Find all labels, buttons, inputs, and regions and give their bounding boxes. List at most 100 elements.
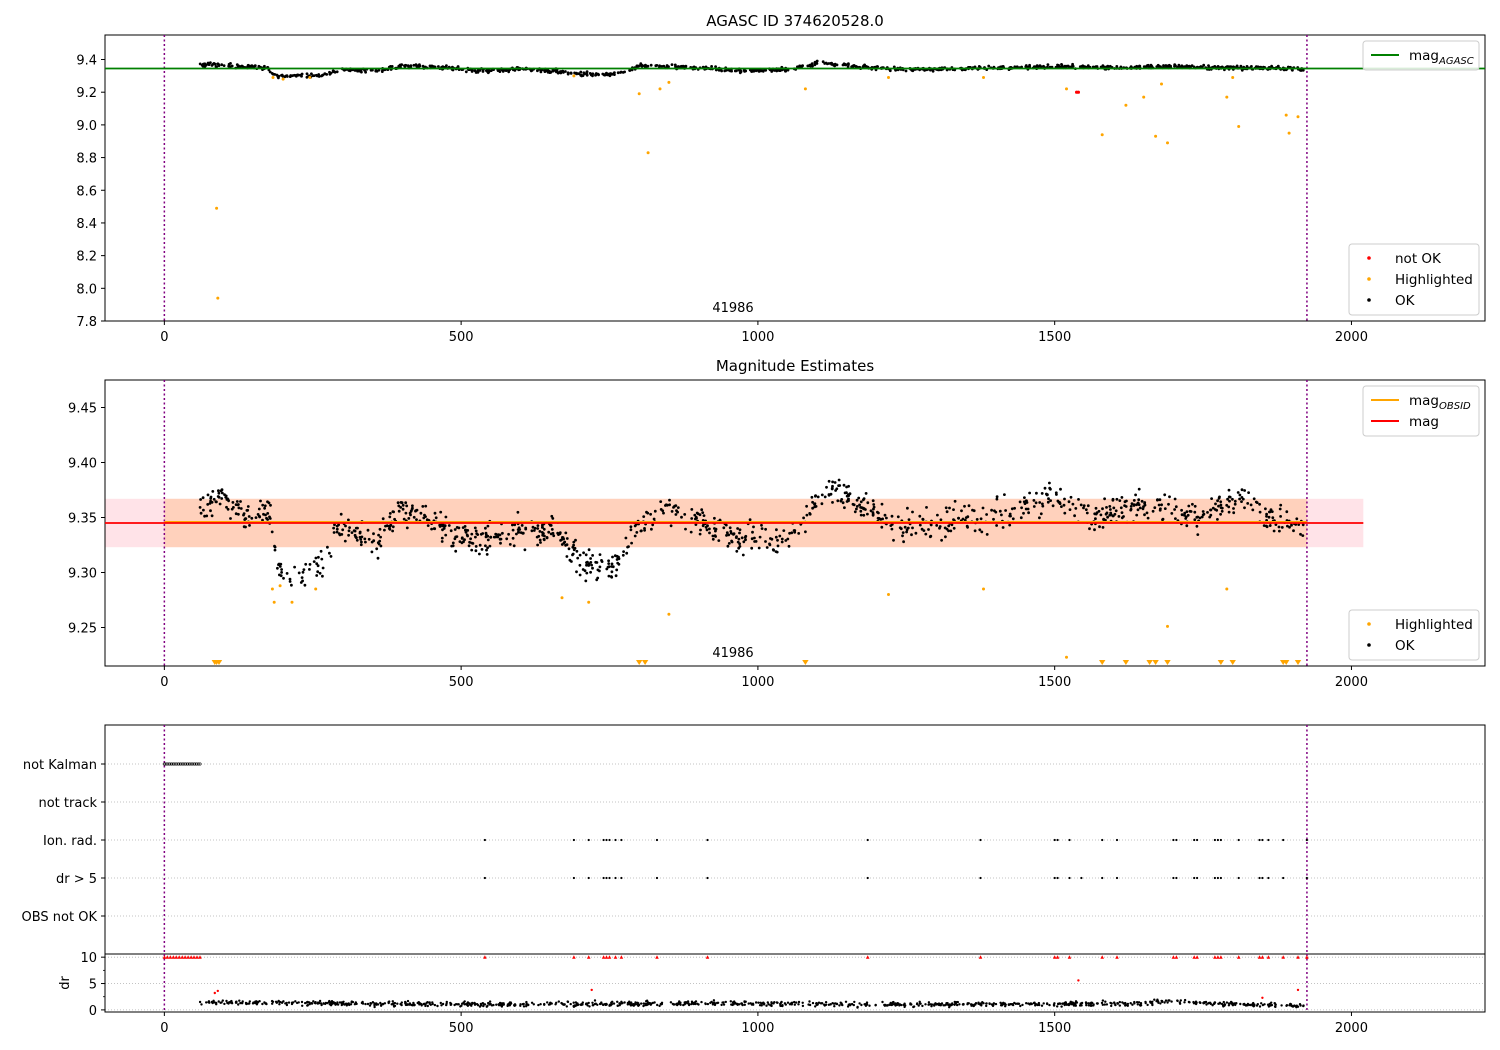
dr-point	[400, 1003, 403, 1007]
middle-ok-point	[471, 542, 475, 545]
top-highlighted-point	[667, 80, 671, 84]
middle-ok-point	[778, 534, 782, 538]
middle-ok-point	[363, 537, 367, 541]
flags-dr-gt-5-point	[587, 876, 590, 880]
top-ok-point	[431, 65, 435, 68]
middle-ok-point	[424, 504, 428, 508]
dr-clipped-marker	[1171, 955, 1176, 959]
middle-ok-point	[269, 503, 272, 507]
dr-point	[1194, 1001, 1197, 1005]
dr-point	[743, 1003, 746, 1006]
flags-ion-rad-point	[1172, 838, 1175, 842]
middle-ok-point	[464, 528, 467, 532]
dr-point	[476, 1004, 480, 1007]
dr-point	[1101, 999, 1105, 1002]
middle-ok-point	[550, 528, 554, 531]
dr-point	[560, 1001, 563, 1005]
top-ok-point	[513, 69, 517, 72]
dr-point	[379, 1001, 382, 1005]
middle-ok-point	[701, 524, 705, 528]
dr-point	[649, 1003, 652, 1006]
dr-point	[1280, 1004, 1283, 1007]
middle-ok-point	[595, 578, 599, 582]
top-ok-point	[1065, 64, 1069, 68]
top-ytick-label-9.2: 9.2	[76, 86, 97, 101]
middle-ok-point	[973, 529, 977, 533]
dr-point	[1167, 999, 1170, 1002]
dr-point	[436, 1004, 439, 1008]
middle-ok-point	[453, 528, 457, 531]
dr-point	[1013, 1001, 1016, 1005]
middle-ok-point	[859, 500, 863, 504]
dr-point	[1095, 1002, 1099, 1005]
middle-ok-point	[1243, 506, 1246, 510]
top-ok-point	[806, 64, 810, 68]
middle-ok-point	[1158, 508, 1162, 512]
middle-ok-point	[922, 529, 926, 532]
flags-ion-rad-point	[1115, 838, 1119, 842]
middle-ok-point	[1104, 512, 1108, 516]
dr-clipped-marker	[613, 955, 618, 959]
dr-clipped-marker	[865, 955, 870, 959]
middle-ok-point	[542, 532, 545, 535]
middle-ok-point	[771, 548, 775, 551]
middle-ok-point	[775, 528, 778, 532]
middle-ok-point	[259, 499, 262, 503]
middle-ok-point	[372, 532, 375, 536]
middle-ok-point	[587, 548, 591, 552]
dr-clipped-marker	[162, 955, 167, 959]
dr-clipped-marker	[705, 955, 710, 959]
middle-ok-point	[978, 528, 982, 532]
dr-point	[345, 1004, 348, 1007]
dr-point	[500, 1002, 504, 1005]
middle-xtick-label-1500: 1500	[1038, 675, 1071, 690]
top-ok-point	[613, 71, 616, 74]
dr-clipped-marker	[586, 955, 591, 959]
dr-point	[673, 1003, 676, 1006]
dr-point	[724, 1000, 727, 1004]
middle-ok-point	[538, 538, 542, 542]
top-ok-point	[621, 71, 625, 74]
middle-ok-point	[1104, 518, 1107, 522]
dr-point	[860, 1003, 863, 1007]
middle-ok-point	[676, 506, 680, 509]
middle-ok-point	[465, 533, 469, 537]
middle-ok-point	[379, 535, 382, 539]
middle-ok-point	[1185, 524, 1189, 528]
middle-ok-point	[727, 533, 731, 537]
middle-ok-point	[571, 553, 574, 557]
middle-ok-point	[1227, 510, 1231, 514]
middle-highlighted-point	[560, 596, 564, 600]
dr-point	[637, 1004, 640, 1007]
middle-ok-point	[467, 544, 471, 548]
middle-ok-point	[696, 512, 700, 516]
middle-ok-point	[455, 526, 459, 529]
middle-ok-point	[359, 543, 363, 547]
dr-point	[626, 1001, 630, 1005]
middle-ok-point	[261, 518, 264, 522]
middle-ok-point	[862, 513, 866, 517]
top-ok-point	[412, 63, 416, 67]
dr-point	[1166, 1001, 1169, 1004]
dr-point	[366, 1002, 370, 1006]
middle-ok-point	[611, 555, 614, 559]
dr-point	[470, 1004, 473, 1007]
top-ok-point	[554, 70, 558, 73]
middle-ok-point	[953, 499, 957, 503]
flags-ion-rad-point	[1056, 838, 1059, 842]
dr-point	[1205, 1003, 1208, 1006]
flags-dr-gt-5-point	[655, 876, 659, 880]
dr-point	[1101, 1003, 1105, 1006]
middle-ok-point	[858, 503, 861, 507]
middle-ok-point	[837, 478, 841, 482]
top-ok-point	[235, 63, 239, 66]
middle-ok-point	[979, 517, 983, 521]
middle-ok-point	[484, 533, 488, 537]
top-highlighted-point	[887, 76, 890, 79]
top-ok-point	[588, 72, 592, 75]
dr-point	[1092, 1004, 1095, 1007]
dr-point	[729, 1000, 732, 1003]
dr-point	[255, 1002, 259, 1005]
middle-ok-point	[1119, 506, 1123, 510]
middle-ok-point	[1048, 486, 1052, 490]
